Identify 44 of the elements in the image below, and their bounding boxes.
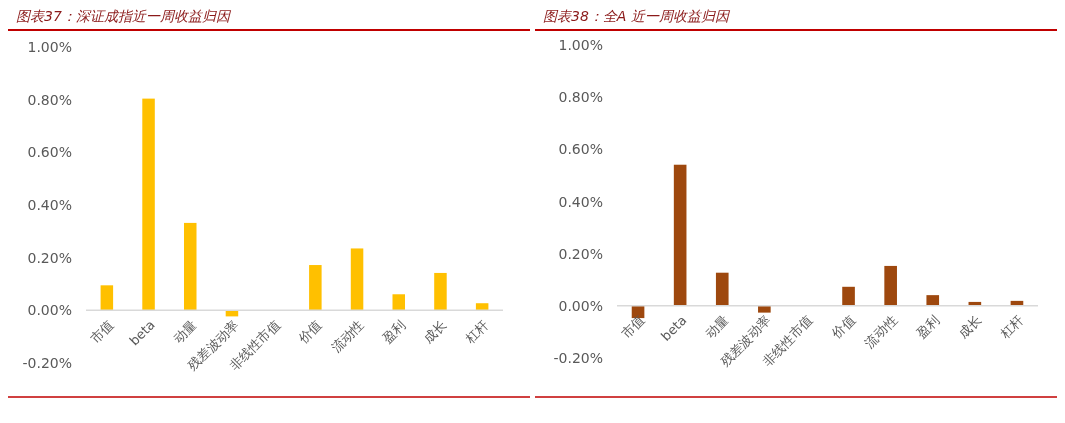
x-tick-label: 动量	[702, 312, 732, 342]
x-tick-label: 成长	[420, 317, 450, 347]
bar	[758, 305, 771, 313]
bar	[884, 265, 897, 306]
bar	[392, 294, 406, 311]
bar	[475, 303, 489, 311]
x-tick-label: 盈利	[379, 317, 409, 347]
y-tick-label: 1.00%	[558, 37, 603, 53]
y-tick-label: -0.20%	[553, 350, 603, 366]
bar	[926, 295, 940, 306]
x-tick-label: 杠杆	[461, 317, 492, 347]
bar	[715, 272, 729, 306]
bar	[842, 286, 855, 306]
y-tick-label: 0.60%	[27, 144, 72, 161]
x-tick-label: 价值	[828, 312, 858, 343]
y-tick-label: 0.00%	[27, 302, 72, 319]
y-tick-label: 0.40%	[27, 197, 72, 213]
x-tick-label: 成长	[955, 312, 985, 342]
x-tick-label: 流动性	[861, 312, 900, 351]
y-tick-label: 0.20%	[27, 249, 72, 266]
bar	[434, 272, 447, 311]
y-tick-label: 0.00%	[558, 297, 603, 314]
x-tick-label: 流动性	[328, 317, 367, 356]
bar	[309, 265, 322, 311]
y-tick-label: 0.60%	[558, 141, 603, 158]
chart-title: 图表38：全A 近一周收益归因	[543, 8, 731, 24]
x-tick-label: 市值	[618, 312, 648, 342]
x-tick-label: 价值	[294, 317, 325, 347]
x-tick-label: 市值	[87, 317, 117, 347]
y-tick-label: 0.80%	[558, 89, 603, 106]
x-tick-label: 杠杆	[996, 312, 1027, 343]
y-tick-label: -0.20%	[22, 355, 72, 371]
y-tick-label: 0.40%	[558, 193, 603, 210]
bar	[100, 285, 114, 311]
bar	[350, 248, 364, 311]
y-tick-label: 0.20%	[558, 245, 603, 262]
y-tick-label: 1.00%	[27, 39, 72, 55]
y-tick-label: 0.80%	[27, 91, 72, 108]
x-tick-label: 动量	[170, 317, 200, 347]
bar	[184, 222, 197, 311]
bar	[673, 164, 687, 306]
x-tick-label: 盈利	[913, 312, 943, 342]
bar	[142, 98, 155, 311]
chart-title: 图表37：深证成指近一周收益归因	[16, 8, 232, 24]
